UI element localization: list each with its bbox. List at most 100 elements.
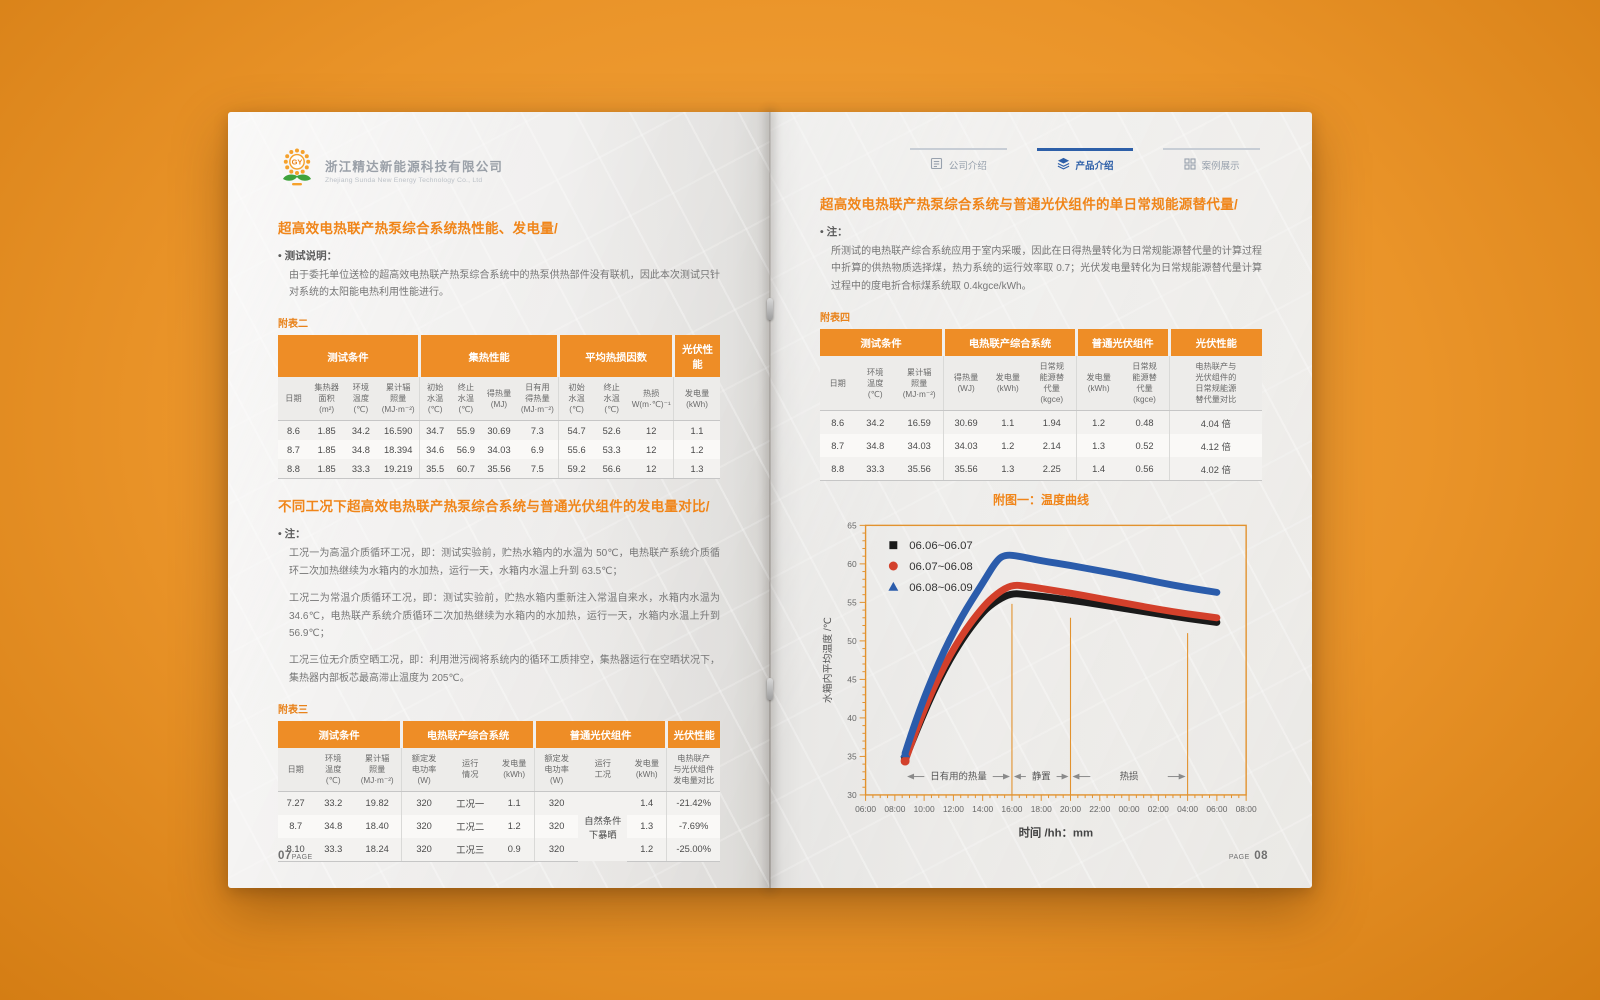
table-cell: 1.1 — [987, 410, 1028, 435]
column-header: 累计辐 照量 (MJ·m⁻²) — [895, 356, 944, 412]
phase-label: 静置 — [1032, 771, 1051, 782]
table-cell: 8.7 — [820, 434, 856, 458]
table-cell: 320 — [533, 791, 579, 815]
table-cell: 30.69 — [943, 410, 988, 435]
table-appendix-3: 测试条件 电热联产综合系统 普通光伏组件 光伏性能 日期 环境 温度 (℃) 累计辐 照量 (MJ·… — [278, 720, 720, 862]
note-label: • 注： — [820, 226, 848, 238]
table-cell: 1.2 — [627, 837, 667, 862]
brochure-spread: GY 浙江精达新能源科技有限公司 Zhejiang Sunda New Ener… — [228, 112, 1312, 888]
svg-text:08:00: 08:00 — [1236, 804, 1257, 814]
svg-text:12:00: 12:00 — [943, 804, 964, 814]
column-header: 日常规 能源替 代量 (kgce) — [1120, 356, 1170, 412]
company-name-en: Zhejiang Sunda New Energy Technology Co.… — [325, 176, 483, 184]
table-cell: 8.6 — [820, 410, 856, 435]
svg-text:60: 60 — [847, 559, 857, 569]
table-cell: 34.6 — [418, 440, 451, 460]
column-header: 日期 — [278, 377, 309, 422]
table-group-header: 电热联产综合系统 — [400, 720, 535, 748]
column-header: 累计辐 照量 (MJ·m⁻²) — [353, 747, 402, 792]
note-label: • 注： — [278, 528, 306, 541]
case-grid-icon — [1184, 157, 1196, 173]
note-energy-substitution: • 注： 所测试的电热联产综合系统应用于室内采暖，因此在日得热量转化为日常规能源… — [820, 223, 1262, 296]
company-logo-icon: GY — [278, 146, 316, 193]
table-cell: 33.2 — [313, 791, 354, 815]
table-group-header: 电热联产综合系统 — [942, 329, 1077, 357]
note-paragraph: 所测试的电热联产综合系统应用于室内采暖，因此在日得热量转化为日常规能源替代量的计… — [831, 245, 1262, 293]
svg-text:55: 55 — [847, 598, 857, 608]
nav-label: 案例展示 — [1201, 161, 1240, 172]
table-cell: 320 — [533, 837, 579, 862]
table-cell: 12 — [629, 440, 674, 460]
column-header: 发电量 (kWh) — [494, 747, 535, 792]
table-cell: 56.9 — [450, 440, 482, 460]
table-cell: 16.59 — [895, 410, 944, 435]
table-cell: 工况一 — [445, 791, 495, 815]
svg-text:04:00: 04:00 — [1177, 804, 1198, 814]
table-row: 8.6 1.85 34.2 16.590 34.7 55.9 30.69 7.3 54.7 52.… — [278, 420, 720, 441]
svg-text:50: 50 — [847, 636, 857, 646]
nav-item-product-intro: 产品介绍 — [1035, 148, 1136, 173]
note-test-description: • 测试说明： 由于委托单位送检的超高效电热联产热泵综合系统中的热泵供热部件没有… — [278, 247, 720, 302]
svg-text:06:00: 06:00 — [855, 804, 876, 814]
table-cell: 4.02 倍 — [1168, 457, 1262, 482]
table-cell: 16.590 — [377, 420, 420, 441]
table-group-header: 普通光伏组件 — [532, 720, 667, 748]
svg-text:65: 65 — [847, 521, 857, 531]
table-row: 7.27 33.2 19.82 320 工况一 1.1 320 自然条件 下暴晒 1.4 -21.4… — [278, 791, 720, 862]
legend-entry: 06.08~06.09 — [909, 582, 973, 594]
nav-label: 产品介绍 — [1075, 161, 1114, 172]
table-cell: -25.00% — [666, 837, 720, 862]
table-cell: 12 — [629, 420, 674, 441]
column-header: 运行 工况 — [578, 747, 628, 792]
table-cell: 55.9 — [450, 420, 482, 441]
table-cell: 7.27 — [278, 791, 314, 815]
section-title-thermal-performance: 超高效电热联产热泵综合系统热性能、发电量/ — [278, 221, 559, 236]
table-cell: 8.8 — [278, 459, 309, 480]
table4-caption: 附表四 — [820, 313, 850, 325]
table-cell: 53.3 — [594, 440, 630, 460]
y-axis-title: 水箱内平均温度 /℃ — [821, 617, 834, 703]
table-cell: 1.2 — [987, 434, 1028, 458]
table-cell: 8.6 — [278, 420, 309, 441]
column-header: 环境 温度 (℃) — [313, 747, 354, 792]
table-cell: 自然条件 下暴晒 — [578, 791, 628, 862]
svg-text:40: 40 — [847, 713, 857, 723]
table-cell: 1.3 — [1075, 434, 1121, 458]
table-row: 8.6 34.2 16.59 30.69 1.1 1.94 1.2 0.48 4.04 倍 — [820, 410, 1262, 435]
column-header: 日常规 能源替 代量 (kgce) — [1027, 356, 1077, 412]
table-cell: 34.8 — [313, 814, 354, 838]
table-cell: 56.6 — [594, 459, 630, 480]
svg-text:08:00: 08:00 — [884, 804, 905, 814]
table-cell: 8.8 — [820, 457, 856, 482]
staple-icon — [767, 298, 773, 320]
table-cell: 33.3 — [855, 457, 896, 482]
table-cell: 4.04 倍 — [1168, 410, 1262, 435]
column-header: 发电量 (kWh) — [1075, 356, 1121, 412]
table-cell: 55.6 — [558, 440, 594, 460]
nav-bar — [910, 148, 1007, 150]
table-cell: 33.3 — [344, 459, 378, 480]
legend-entry: 06.07~06.08 — [909, 561, 973, 573]
table-cell: 54.7 — [558, 420, 594, 441]
table-cell: 8.7 — [278, 814, 314, 838]
table-cell: 1.85 — [308, 459, 345, 480]
table-appendix-4: 测试条件 电热联产综合系统 普通光伏组件 光伏性能 日期 环境 温度 (℃) 累计辐 照量 (MJ·… — [820, 329, 1262, 482]
table-cell: 4.12 倍 — [1168, 434, 1262, 458]
top-navigation: 公司介绍 产品介绍 — [908, 148, 1262, 173]
nav-item-company-intro: 公司介绍 — [908, 148, 1009, 173]
column-header: 终止 水温 (℃) — [594, 377, 630, 422]
table-cell: 0.52 — [1120, 434, 1170, 458]
table-cell: 59.2 — [558, 459, 594, 480]
company-intro-icon — [930, 157, 943, 173]
note-paragraph: 工况三位无介质空晒工况，即：利用泄污阀将系统内的循环工质排空，集热器运行在空晒状… — [289, 655, 720, 684]
column-header: 发电量 (kWh) — [987, 356, 1028, 412]
table-cell: 18.24 — [353, 837, 402, 862]
table-cell: 2.14 — [1027, 434, 1077, 458]
temperature-curve-chart: 30 35 40 45 50 55 60 65 06:00 08:00 10:00 12:00 14:0… — [820, 510, 1262, 842]
column-header: 发电量 (kWh) — [673, 377, 720, 422]
table-cell: 2.25 — [1027, 457, 1077, 482]
x-axis-title: 时间 /hh：mm — [1019, 826, 1094, 840]
note-paragraph: 工况二为常温介质循环工况，即：测试实验前，贮热水箱内重新注入常温自来水，水箱内水… — [289, 592, 720, 640]
table-cell: 320 — [533, 814, 579, 838]
table-cell: 320 — [401, 837, 446, 862]
